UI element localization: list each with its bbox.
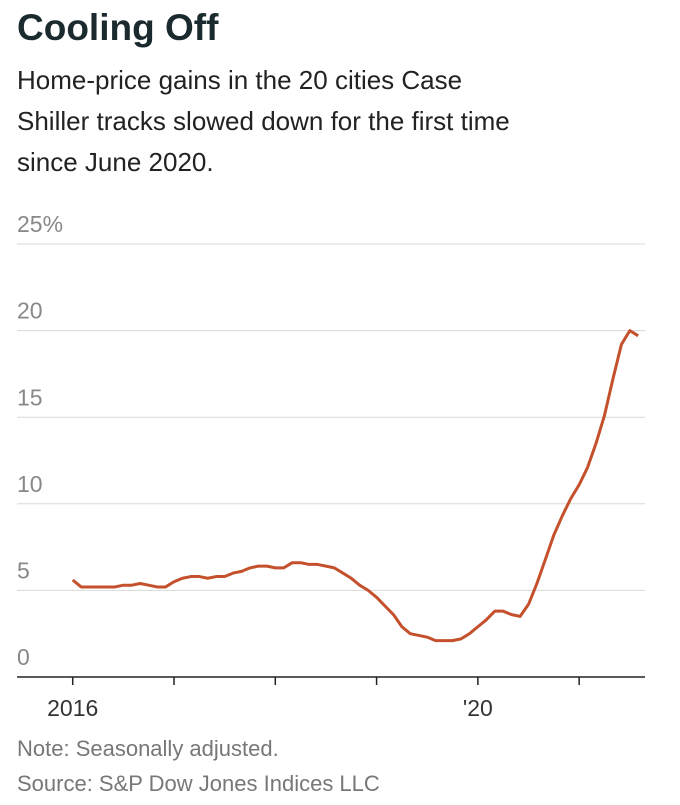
y-tick-label: 15	[17, 384, 43, 410]
y-tick-label: 0	[17, 644, 30, 670]
y-tick-label: 25%	[17, 211, 63, 237]
source: Source: S&P Dow Jones Indices LLC	[17, 771, 380, 796]
y-tick-label: 20	[17, 298, 43, 324]
y-tick-label: 10	[17, 471, 43, 497]
x-tick-label: 2016	[47, 695, 98, 721]
line	[71, 329, 639, 643]
x-tick-label: '20	[463, 695, 493, 721]
subtitle: Home-price gains in the 20 cities Case	[17, 65, 462, 95]
subtitle: Shiller tracks slowed down for the first…	[17, 106, 510, 136]
note: Note: Seasonally adjusted.	[17, 736, 279, 761]
chart-title: Cooling Off	[17, 7, 219, 48]
y-tick-label: 5	[17, 557, 30, 583]
subtitle: since June 2020.	[17, 147, 214, 177]
